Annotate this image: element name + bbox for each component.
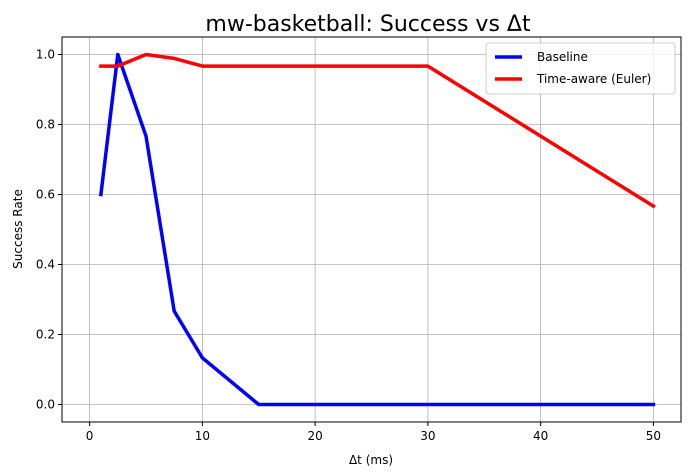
legend-box [485,42,676,95]
series-line-baseline [98,52,656,407]
y-tick-label: 1.0 [36,48,55,62]
y-tick-label: 0.8 [36,118,55,132]
x-tick-label: 40 [533,429,548,443]
y-tick-label: 0.6 [36,188,55,202]
y-tick-label: 0.4 [36,258,55,272]
x-tick-label: 50 [646,429,661,443]
x-tick-label: 10 [195,429,210,443]
x-tick-label: 20 [307,429,322,443]
x-tick-label: 30 [420,429,435,443]
y-tick-label: 0.0 [36,398,55,412]
x-tick-label: 0 [86,429,94,443]
series-line-time-aware [99,52,656,209]
y-tick-label: 0.2 [36,328,55,342]
legend-label-baseline: Baseline [537,50,588,64]
y-axis-ticks: 0.0 0.2 0.4 0.6 0.8 1.0 [36,48,62,412]
series-layer [98,52,656,407]
y-axis-label: Success Rate [11,189,25,269]
x-axis-label: Δt (ms) [349,453,393,467]
legend-label-time-aware: Time-aware (Euler) [536,72,651,86]
legend: Baseline Time-aware (Euler) [485,42,676,95]
x-axis-ticks: 0 10 20 30 40 50 [86,422,661,443]
plot-area-frame [61,36,682,423]
gridlines [62,37,681,422]
chart-title: mw-basketball: Success vs Δt [205,12,531,37]
